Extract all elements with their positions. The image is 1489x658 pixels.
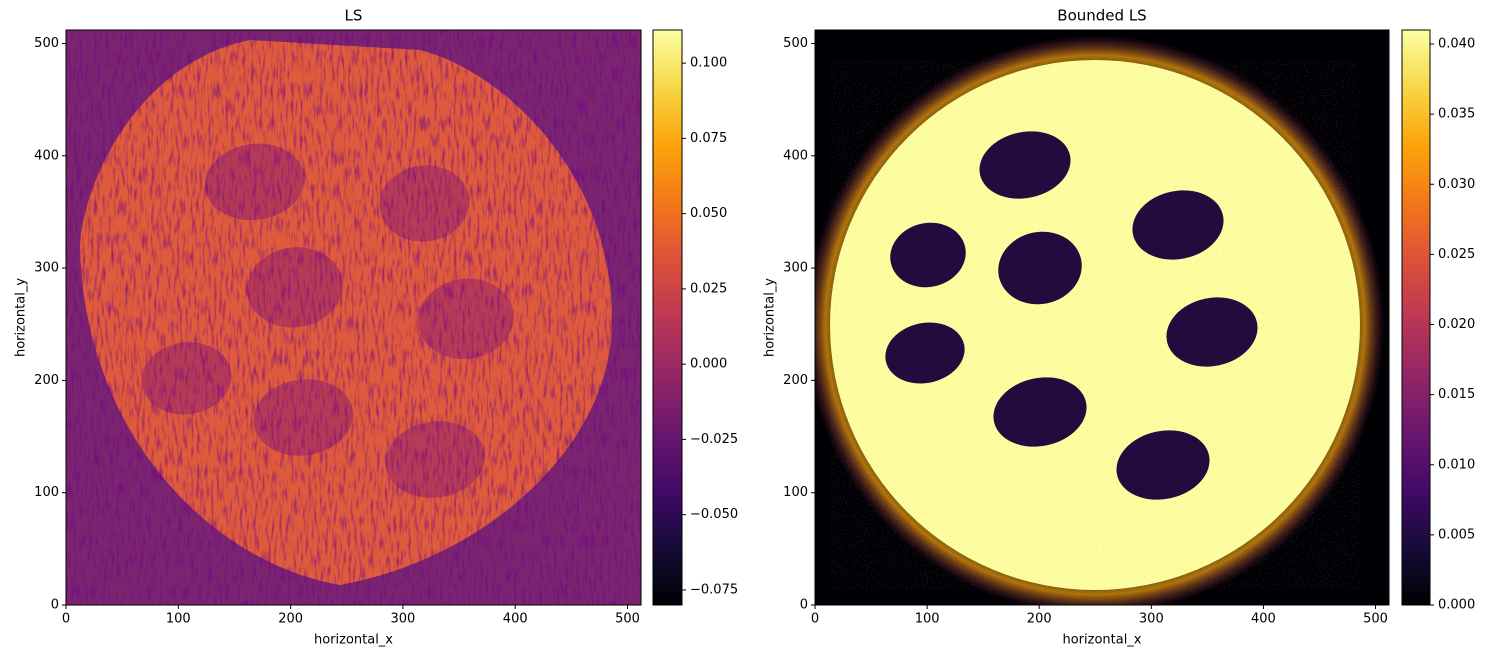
colorbar-tick-label: 0.075 — [690, 131, 727, 146]
y-tick-label: 0 — [800, 598, 808, 613]
x-axis-label: horizontal_x — [1062, 633, 1141, 648]
x-tick-label: 400 — [503, 612, 528, 627]
colorbar-tick-label: 0.025 — [690, 281, 727, 296]
x-tick-label: 400 — [1251, 612, 1276, 627]
colorbar-tick-label: 0.050 — [690, 206, 727, 221]
x-tick-label: 200 — [1027, 612, 1052, 627]
y-tick-label: 100 — [34, 485, 59, 500]
y-axis-label: horizontal_y — [763, 278, 778, 357]
x-axis-label: horizontal_x — [314, 633, 393, 648]
colorbar-tick-label: 0.030 — [1438, 177, 1475, 192]
x-tick-label: 300 — [1139, 612, 1164, 627]
colorbar-tick-label: 0.000 — [1438, 598, 1475, 613]
colorbar-tick-label: −0.050 — [690, 507, 738, 522]
x-tick-label: 0 — [62, 612, 70, 627]
y-tick-label: 500 — [34, 36, 59, 51]
x-tick-label: 500 — [1363, 612, 1388, 627]
plot-frame — [65, 29, 642, 606]
y-tick-label: 200 — [34, 373, 59, 388]
x-tick-label: 100 — [166, 612, 191, 627]
chart-title: LS — [345, 7, 363, 25]
y-tick-label: 300 — [783, 261, 808, 276]
colorbar-tick-label: 0.010 — [1438, 457, 1475, 472]
colorbar-tick-label: 0.015 — [1438, 387, 1475, 402]
colorbar-tick-label: 0.005 — [1438, 527, 1475, 542]
colorbar-tick-label: 0.020 — [1438, 317, 1475, 332]
plot-frame — [814, 29, 1390, 606]
y-tick-label: 400 — [34, 148, 59, 163]
y-tick-label: 200 — [783, 373, 808, 388]
y-tick-label: 400 — [783, 148, 808, 163]
colorbar-tick-label: 0.040 — [1438, 37, 1475, 52]
y-axis-label: horizontal_y — [14, 278, 29, 357]
colorbar — [652, 29, 683, 606]
colorbar-tick-label: 0.100 — [690, 56, 727, 71]
colorbar-tick-label: 0.025 — [1438, 247, 1475, 262]
colorbar-tick-label: 0.000 — [690, 357, 727, 372]
x-tick-label: 100 — [915, 612, 940, 627]
y-tick-label: 100 — [783, 485, 808, 500]
x-tick-label: 300 — [391, 612, 416, 627]
heatmap-image — [815, 30, 1389, 605]
colorbar — [1401, 29, 1431, 606]
colorbar-tick-label: −0.075 — [690, 582, 738, 597]
x-tick-label: 200 — [278, 612, 303, 627]
heatmap-image — [66, 30, 641, 605]
x-tick-label: 500 — [615, 612, 640, 627]
y-tick-label: 300 — [34, 261, 59, 276]
colorbar-tick-label: −0.025 — [690, 432, 738, 447]
chart-title: Bounded LS — [1057, 7, 1146, 25]
colorbar-tick-label: 0.035 — [1438, 107, 1475, 122]
y-tick-label: 0 — [51, 598, 59, 613]
y-tick-label: 500 — [783, 36, 808, 51]
x-tick-label: 0 — [811, 612, 819, 627]
